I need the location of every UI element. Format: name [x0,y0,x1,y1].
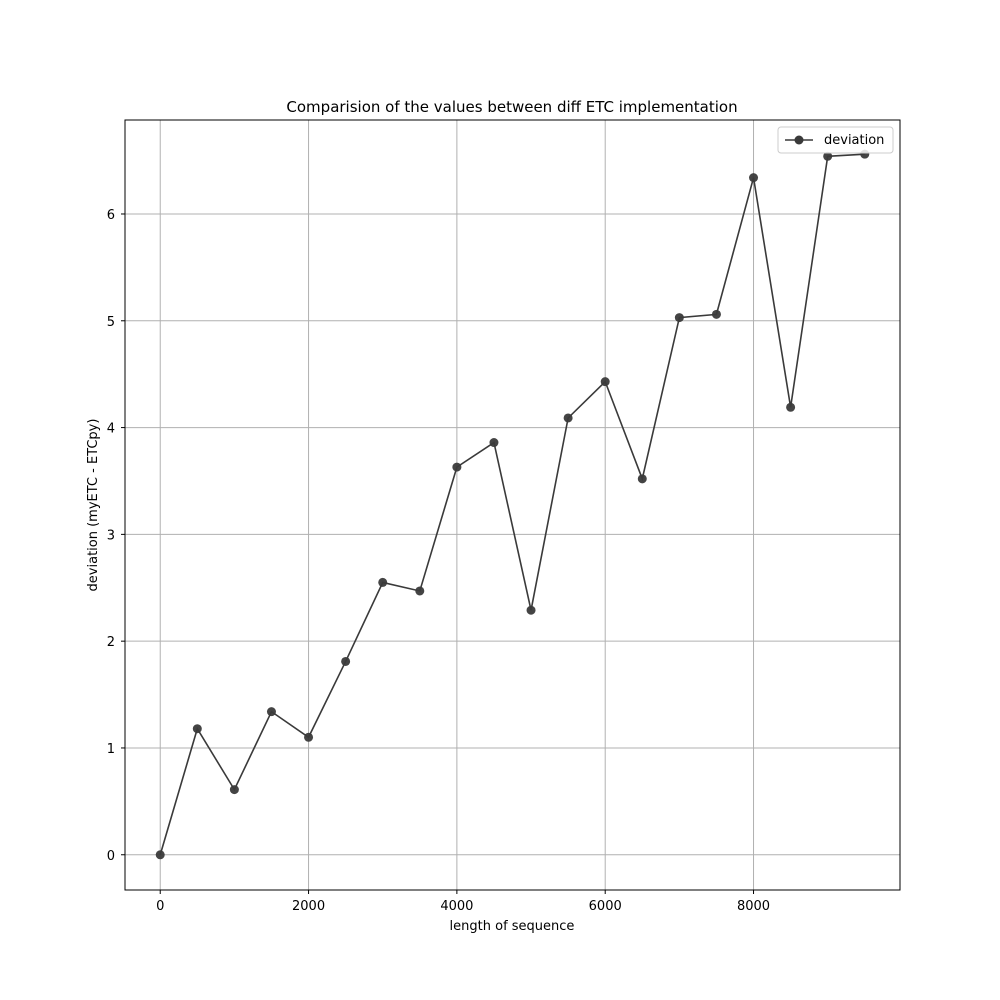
series-line-deviation [159,153,865,855]
x-tick-label: 6000 [589,899,622,914]
x-tick-label: 8000 [737,899,770,914]
x-tick-label: 2000 [292,899,325,914]
legend-box [777,126,894,154]
data-point [266,707,276,717]
data-point [637,474,647,484]
data-point [229,785,239,795]
y-tick-label: 1 [107,742,115,757]
data-point [823,151,833,161]
data-point [452,462,462,472]
data-point [378,577,388,587]
data-point [192,724,202,734]
y-tick-label: 6 [107,208,115,223]
x-axis-label: length of sequence [450,919,575,934]
data-point [563,413,573,423]
ticks: 0 2000 4000 6000 8000 0 1 2 3 4 5 6 [107,208,770,914]
data-point [341,656,351,666]
data-point [749,173,759,183]
legend: deviation [777,126,894,154]
grid [125,120,900,890]
data-point [155,850,165,860]
data-point [304,732,314,742]
data-point [415,586,425,596]
series-layer [155,149,870,860]
legend-label: deviation [824,133,884,148]
y-tick-label: 3 [107,528,115,543]
data-point [786,402,796,412]
y-axis-label: deviation (myETC - ETCpy) [86,419,101,592]
x-tick-label: 0 [156,899,164,914]
data-point [711,309,721,319]
y-tick-label: 4 [107,422,115,437]
x-tick-label: 4000 [440,899,473,914]
plot-area-frame [124,119,901,891]
y-tick-label: 2 [107,635,115,650]
data-point [526,605,536,615]
y-tick-label: 0 [107,849,115,864]
data-point [489,438,499,448]
data-point [600,377,610,387]
data-point [674,313,684,323]
y-tick-label: 5 [107,315,115,330]
legend-marker-swatch [794,135,804,145]
chart-title: Comparision of the values between diff E… [286,98,737,116]
